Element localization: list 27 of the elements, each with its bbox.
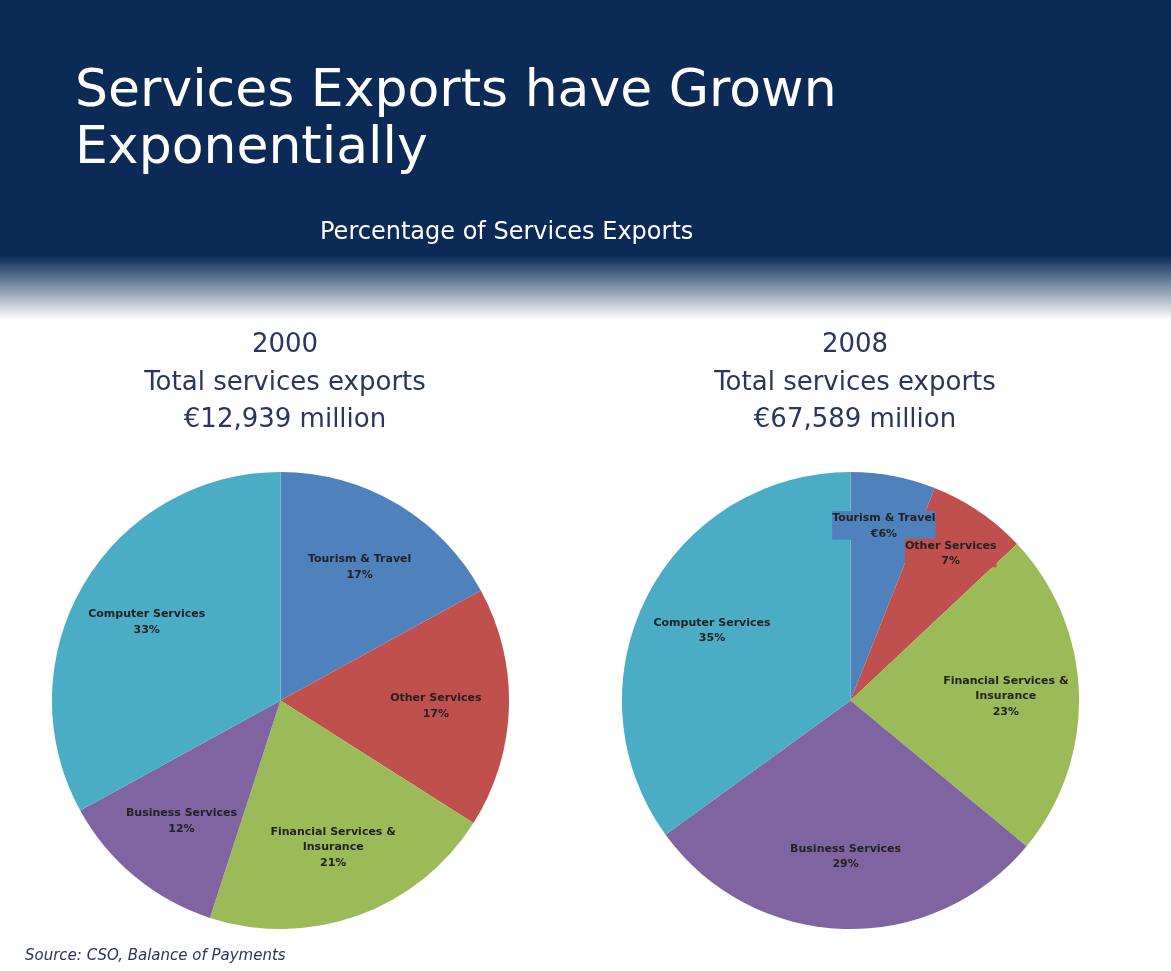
- slice-label: Computer Services: [88, 607, 206, 621]
- slice-label: Financial Services & Insurance: [943, 673, 1069, 703]
- text: Percentage of Services Exports: [319, 216, 695, 248]
- text: Services Exports have Grown Exponentially: [74, 57, 838, 176]
- slice-label: Business Services: [125, 805, 238, 819]
- data-label: 33%: [133, 622, 160, 636]
- slice-label: Tourism & Travel: [832, 511, 936, 525]
- chart-subtitle: Total services exports €67,589 million: [713, 364, 997, 436]
- chart-title: 2008: [820, 327, 890, 360]
- data-label: 17%: [422, 706, 450, 720]
- data-label: 17%: [346, 568, 373, 582]
- data-label: 7%: [941, 554, 961, 568]
- data-label: 12%: [168, 821, 195, 835]
- data-label: 23%: [992, 704, 1020, 718]
- chart-subtitle: Total services exports €12,939 million: [143, 364, 427, 436]
- slice-label: Tourism & Travel: [307, 552, 412, 566]
- data-label: €6%: [869, 526, 898, 540]
- slice-label: Computer Services: [653, 615, 771, 629]
- data-label: 21%: [319, 855, 347, 869]
- slice-label: Financial Services & Insurance: [270, 824, 397, 854]
- data-label: 29%: [832, 857, 859, 871]
- slice-label: Other Services: [905, 538, 997, 552]
- data-label: 35%: [698, 631, 726, 645]
- slice-label: Other Services: [390, 691, 483, 705]
- slice-label: Business Services: [790, 841, 902, 855]
- chart-title: 2000: [250, 327, 320, 360]
- source-note: Source: CSO, Balance of Payments: [24, 945, 286, 966]
